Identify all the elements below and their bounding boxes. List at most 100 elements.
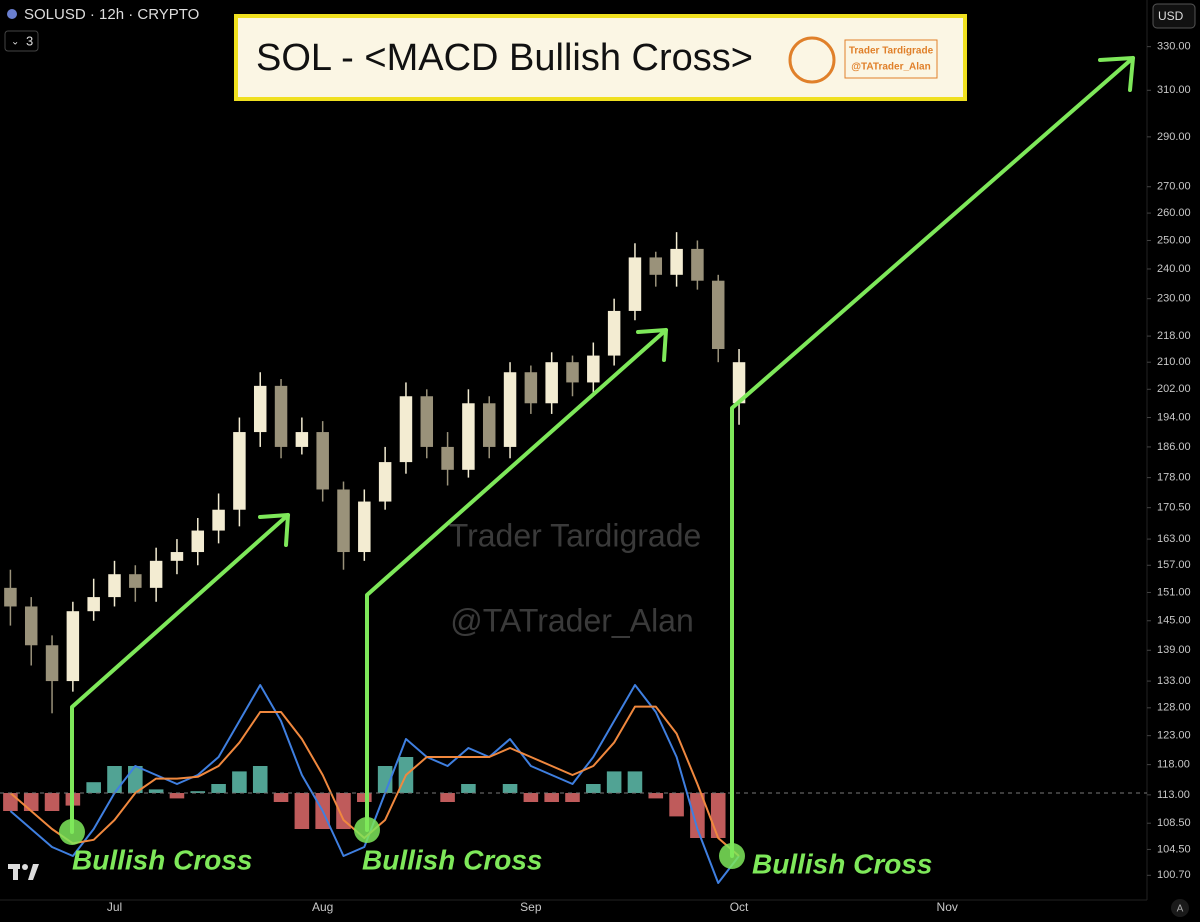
candle-body (670, 248, 683, 275)
histogram-bar (107, 766, 122, 793)
histogram-bar (523, 793, 539, 802)
y-tick-label: 139.00 (1157, 644, 1191, 656)
y-tick-label: 330.00 (1157, 41, 1191, 53)
y-tick-label: 133.00 (1157, 675, 1191, 687)
watermark: @TATrader_Alan (450, 602, 694, 638)
logo-text: Trader Tardigrade (849, 46, 934, 57)
candle-body (66, 611, 80, 682)
candle-body (441, 446, 454, 470)
candle-body (316, 432, 329, 490)
candle-body (212, 509, 225, 531)
y-tick-label: 290.00 (1157, 131, 1191, 143)
annotation: Bullish Cross (752, 848, 932, 879)
y-tick-label: 118.00 (1157, 759, 1190, 771)
x-tick-label: Nov (937, 900, 958, 914)
arrow-head (636, 328, 668, 362)
histogram-bar (86, 782, 101, 793)
candle-body (482, 403, 496, 447)
y-tick-label: 128.00 (1157, 702, 1191, 714)
plot-area (3, 232, 746, 884)
arrow-head (258, 513, 290, 547)
cross-marker (59, 819, 85, 845)
candle-body (295, 432, 309, 447)
candle-body (524, 372, 538, 404)
candle-body (649, 257, 663, 275)
histogram-bar (190, 791, 206, 793)
candle-body (358, 501, 371, 553)
candle-body (711, 280, 725, 350)
chart-title: SOL - <MACD Bullish Cross> (256, 37, 753, 79)
indicator-toggle[interactable] (4, 30, 39, 52)
auto-scale-label: A (1177, 904, 1184, 915)
y-tick-label: 186.00 (1157, 441, 1191, 453)
histogram-bar (461, 784, 476, 793)
y-tick-label: 250.00 (1157, 234, 1191, 246)
candle-body (378, 462, 392, 502)
y-tick-label: 194.00 (1157, 411, 1191, 423)
indicator-count: 3 (26, 33, 33, 48)
histogram-bar (294, 793, 310, 829)
arrow-head (1098, 56, 1135, 92)
candle-body (337, 489, 350, 553)
histogram-bar (586, 784, 601, 793)
arrow (70, 513, 290, 834)
candle-body (108, 574, 121, 598)
y-tick-label: 170.50 (1157, 502, 1191, 514)
auto-scale-button[interactable] (1171, 899, 1189, 917)
candle-body (149, 560, 163, 588)
candle-body (191, 530, 205, 553)
candle-body (45, 645, 59, 682)
y-tick-label: 123.00 (1157, 730, 1191, 742)
currency-button[interactable] (1152, 3, 1196, 29)
y-tick-label: 163.00 (1157, 533, 1191, 545)
candle-body (566, 362, 579, 383)
chevron: ⌄ (11, 37, 19, 48)
candle-body (420, 396, 434, 447)
candle-body (170, 552, 184, 561)
y-tick-label: 270.00 (1157, 181, 1191, 193)
title-box (234, 14, 967, 101)
annotation: Bullish Cross (72, 844, 252, 875)
histogram-bar (3, 793, 18, 811)
symbol-icon (7, 9, 17, 19)
cross-marker (719, 843, 745, 869)
x-tick-label: Oct (730, 900, 749, 914)
y-tick-label: 218.00 (1157, 330, 1191, 342)
candle-body (628, 257, 642, 311)
histogram-bar (669, 793, 684, 817)
histogram-bar (690, 793, 705, 838)
histogram-bar (23, 793, 39, 811)
histogram-bar (544, 793, 559, 802)
candle-body (4, 587, 17, 607)
histogram-bar (148, 789, 164, 793)
histogram-bar (627, 771, 643, 793)
histogram-bar (232, 771, 247, 793)
histogram-bar (565, 793, 580, 802)
tv-logo (8, 864, 39, 880)
y-tick-label: 100.70 (1157, 869, 1191, 881)
candle-body (253, 385, 267, 433)
y-tick-label: 113.00 (1157, 789, 1190, 801)
annotation: Bullish Cross (362, 844, 542, 875)
y-tick-label: 240.00 (1157, 263, 1191, 275)
y-tick-label: 310.00 (1157, 84, 1191, 96)
histogram-bar (169, 793, 185, 799)
watermark: Trader Tardigrade (449, 517, 702, 553)
cross-marker (354, 817, 380, 843)
histogram-bar (606, 771, 622, 793)
candle-body (233, 432, 246, 510)
y-tick-label: 210.00 (1157, 356, 1191, 368)
y-tick-label: 151.00 (1157, 586, 1191, 598)
candle-body (462, 403, 475, 470)
x-tick-label: Aug (312, 900, 333, 914)
x-tick-label: Sep (520, 900, 542, 914)
histogram-bar (336, 793, 351, 829)
candle-body (399, 396, 413, 463)
candle-body (24, 606, 38, 646)
arrow (730, 56, 1135, 858)
x-tick-label: Jul (107, 900, 122, 914)
symbol-label[interactable]: SOLUSD · 12h · CRYPTO (24, 6, 199, 23)
y-tick-label: 157.00 (1157, 559, 1191, 571)
